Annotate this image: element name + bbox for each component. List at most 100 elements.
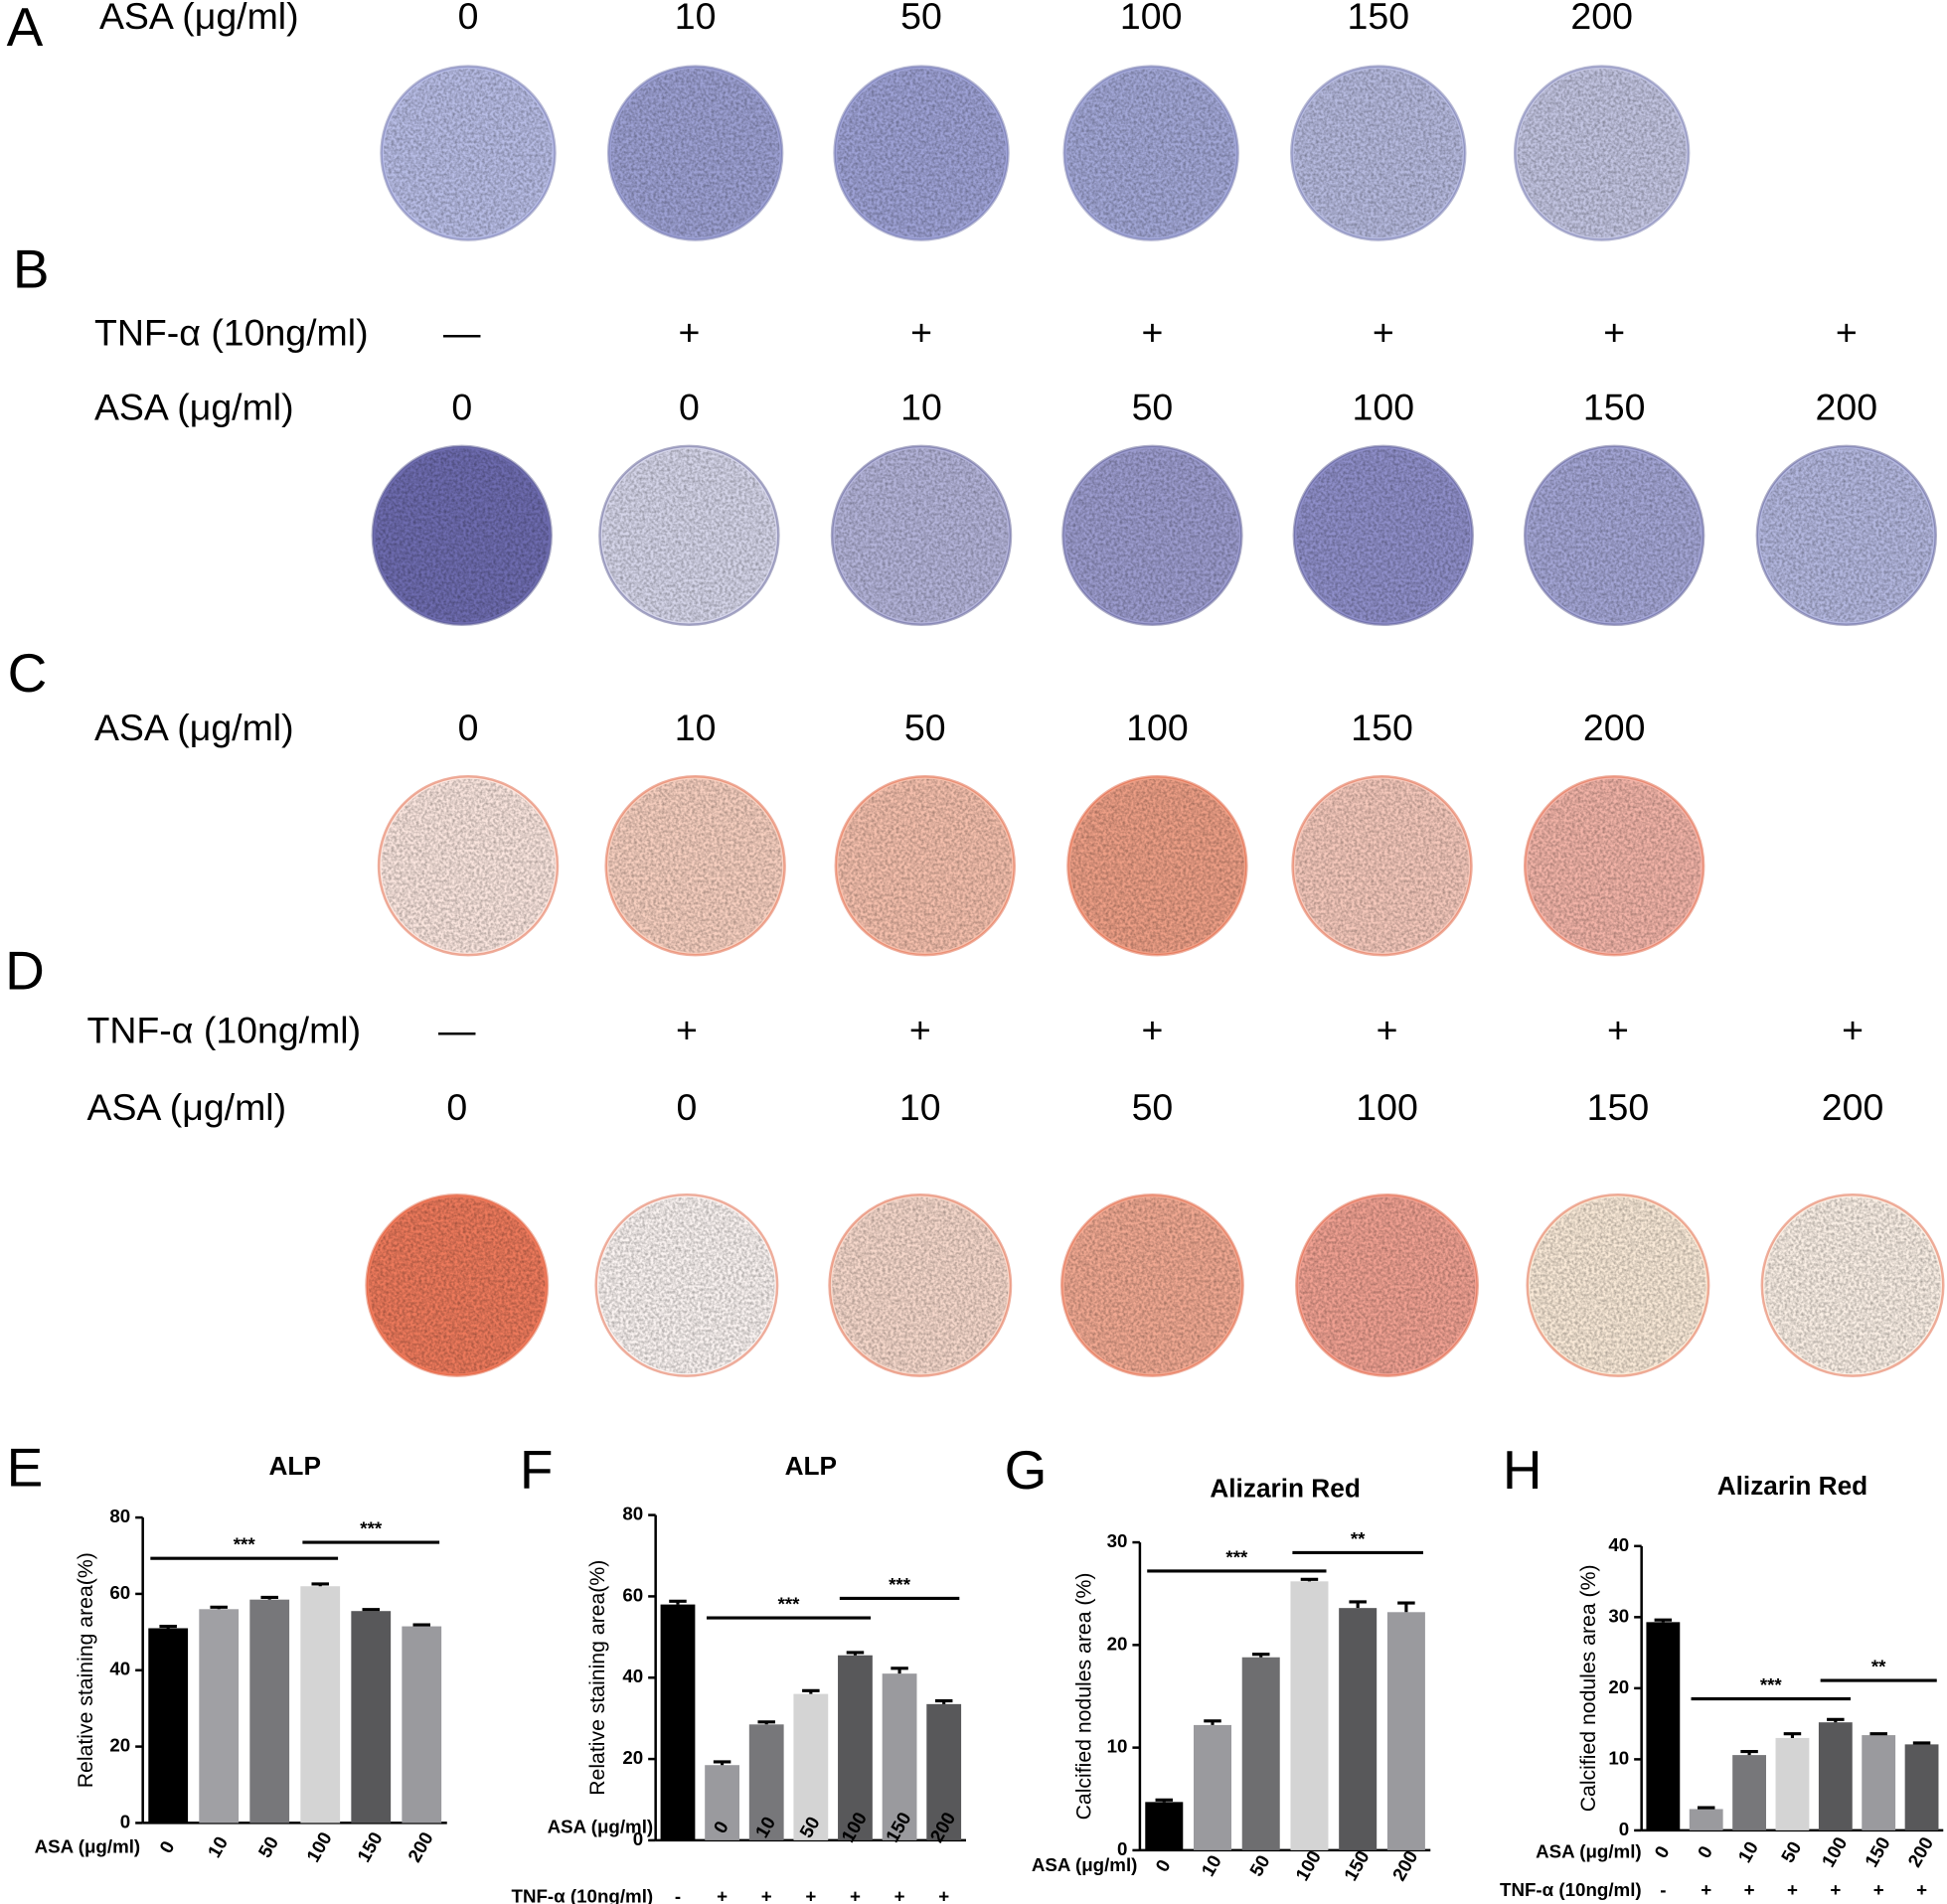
y-tick-label: 40 (1608, 1534, 1629, 1555)
plate-texture (1295, 778, 1469, 953)
x-tick-label: 50 (1245, 1851, 1274, 1880)
dose-label: 100 (1353, 387, 1415, 428)
dose-label: + (1603, 312, 1625, 354)
error-bar (1204, 1719, 1221, 1725)
plate-texture (1069, 778, 1244, 953)
plate-texture (375, 448, 550, 623)
panel-letter: B (13, 238, 50, 300)
plate-texture (601, 448, 776, 623)
plate-texture (1298, 1196, 1476, 1374)
error-bar (311, 1582, 329, 1587)
plate-texture (1759, 448, 1934, 623)
bar (926, 1703, 962, 1840)
tnf-sign: + (1916, 1879, 1927, 1900)
panel-letter: G (1005, 1439, 1048, 1501)
dose-label: 0 (676, 1086, 697, 1128)
panel-letter: F (520, 1439, 554, 1501)
y-axis-label: Relative staining area(%) (586, 1560, 609, 1796)
significance-label: *** (1225, 1546, 1248, 1567)
error-bar (412, 1623, 431, 1627)
dose-label: 0 (451, 387, 472, 428)
dose-label: 150 (1351, 707, 1413, 748)
dose-label: 10 (675, 0, 717, 37)
tnf-sign: + (761, 1885, 772, 1904)
tnf-sign: + (850, 1885, 861, 1904)
panel-letter: C (8, 642, 48, 704)
dose-label: 200 (1583, 707, 1646, 748)
error-bar (934, 1699, 953, 1704)
row-label: ASA (μg/ml) (94, 707, 294, 748)
tnf-sign: + (938, 1885, 949, 1904)
dose-label: 0 (446, 1086, 467, 1128)
error-bar (1654, 1618, 1673, 1623)
x-tick-label: 10 (204, 1832, 233, 1861)
bar (793, 1693, 829, 1840)
bar (1290, 1581, 1329, 1850)
bar (1904, 1744, 1939, 1830)
bar (300, 1586, 341, 1824)
y-tick-label: 60 (109, 1582, 130, 1603)
tnf-row-label: TNF-α (10ng/ml) (1500, 1879, 1642, 1900)
row-label: TNF-α (10ng/ml) (86, 1010, 361, 1051)
row-label: ASA (μg/ml) (99, 0, 299, 37)
dose-label: + (909, 1010, 931, 1051)
dose-label: + (910, 312, 932, 354)
tnf-sign: + (805, 1885, 816, 1904)
dose-label: 100 (1120, 0, 1183, 37)
tnf-sign: + (1873, 1879, 1884, 1900)
y-tick-label: 0 (1117, 1838, 1127, 1859)
panel-letter: E (7, 1436, 44, 1498)
chart-title: Alizarin Red (1210, 1474, 1361, 1504)
error-bar (802, 1688, 820, 1694)
y-tick-label: 0 (1619, 1819, 1629, 1839)
significance-label: *** (234, 1534, 256, 1555)
significance-label: *** (889, 1574, 911, 1595)
y-tick-label: 10 (1608, 1747, 1629, 1768)
error-bar (1155, 1798, 1174, 1803)
row-label: ASA (μg/ml) (94, 387, 294, 428)
dose-label: + (1377, 1010, 1398, 1051)
error-bar (1827, 1717, 1845, 1723)
x-tick-label: 0 (1151, 1856, 1174, 1876)
plate-texture (1764, 1196, 1941, 1374)
y-axis-label: Calcified nodules area (%) (1073, 1573, 1096, 1821)
y-tick-label: 80 (109, 1506, 130, 1526)
x-tick-label: 100 (302, 1828, 336, 1866)
x-tick-label: 200 (404, 1828, 437, 1866)
row-label: TNF-α (10ng/ml) (94, 312, 369, 354)
plate-texture (838, 778, 1013, 953)
error-bar (669, 1599, 687, 1605)
dose-label: 10 (899, 1086, 941, 1128)
plate-texture (610, 69, 780, 238)
bar (882, 1673, 917, 1840)
error-bar (713, 1760, 731, 1766)
tnf-sign: + (1744, 1879, 1755, 1900)
plate-texture (1296, 448, 1471, 623)
y-tick-label: 0 (120, 1811, 130, 1831)
significance-label: *** (1760, 1674, 1783, 1695)
error-bar (260, 1595, 278, 1600)
dose-label: + (1607, 1010, 1629, 1051)
tnf-sign: + (717, 1885, 728, 1904)
dose-label: 100 (1356, 1086, 1418, 1128)
error-bar (1869, 1732, 1887, 1736)
bar (148, 1628, 189, 1824)
tnf-sign: + (1830, 1879, 1841, 1900)
dose-label: 150 (1587, 1086, 1650, 1128)
row-label: ASA (μg/ml) (86, 1086, 286, 1128)
x-tick-label: 10 (1197, 1851, 1225, 1880)
y-tick-label: 20 (1107, 1633, 1128, 1654)
dose-label: 0 (679, 387, 700, 428)
dose-label: + (1842, 1010, 1864, 1051)
bar (1386, 1612, 1425, 1850)
x-tick-label: 100 (1291, 1847, 1325, 1885)
y-tick-label: 0 (633, 1828, 643, 1849)
bar (199, 1609, 240, 1824)
plate-texture (832, 1196, 1009, 1374)
y-tick-label: 30 (1608, 1605, 1629, 1626)
x-tick-label: 150 (1340, 1847, 1374, 1885)
chart-title: Alizarin Red (1717, 1471, 1868, 1501)
x-tick-label: 150 (353, 1828, 387, 1866)
